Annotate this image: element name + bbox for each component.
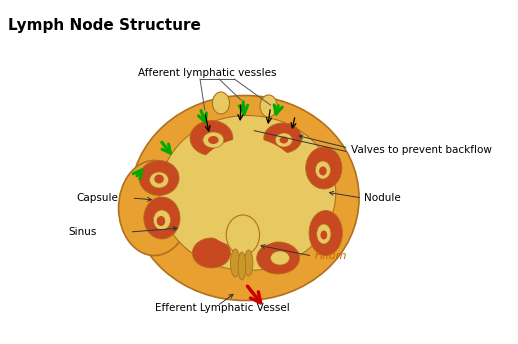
Ellipse shape	[266, 213, 290, 237]
Text: Sinus: Sinus	[68, 227, 97, 237]
Ellipse shape	[280, 137, 288, 143]
Ellipse shape	[196, 173, 213, 213]
Text: Afferent lymphatic vessles: Afferent lymphatic vessles	[138, 68, 277, 78]
Ellipse shape	[207, 150, 228, 172]
Ellipse shape	[208, 136, 219, 144]
Ellipse shape	[154, 174, 164, 183]
Ellipse shape	[264, 123, 302, 153]
Ellipse shape	[160, 116, 336, 270]
Ellipse shape	[284, 175, 297, 211]
Text: Valves to prevent backflow: Valves to prevent backflow	[351, 145, 492, 155]
Ellipse shape	[321, 230, 327, 239]
Ellipse shape	[270, 251, 290, 265]
Text: Nodule: Nodule	[364, 193, 400, 203]
Ellipse shape	[119, 161, 190, 256]
Ellipse shape	[244, 250, 253, 276]
Ellipse shape	[150, 172, 168, 188]
Ellipse shape	[260, 95, 277, 117]
Ellipse shape	[226, 215, 260, 255]
Ellipse shape	[268, 151, 287, 171]
Ellipse shape	[131, 96, 359, 301]
Ellipse shape	[207, 214, 228, 236]
Ellipse shape	[231, 249, 240, 277]
Ellipse shape	[306, 147, 342, 189]
Ellipse shape	[309, 211, 342, 256]
Ellipse shape	[203, 132, 224, 148]
Ellipse shape	[319, 166, 327, 175]
Ellipse shape	[153, 210, 170, 230]
Ellipse shape	[156, 216, 165, 226]
Ellipse shape	[139, 161, 179, 195]
Ellipse shape	[191, 138, 305, 248]
Ellipse shape	[212, 92, 229, 114]
Ellipse shape	[236, 137, 260, 159]
Ellipse shape	[144, 197, 180, 239]
Ellipse shape	[231, 229, 264, 247]
Text: Efferent Lymphatic Vessel: Efferent Lymphatic Vessel	[155, 303, 290, 313]
Ellipse shape	[238, 252, 246, 280]
Text: Capsule: Capsule	[76, 193, 118, 203]
Ellipse shape	[190, 120, 233, 155]
Text: Hilum: Hilum	[314, 251, 347, 261]
Ellipse shape	[275, 133, 292, 147]
Text: Lymph Node Structure: Lymph Node Structure	[8, 18, 200, 33]
Ellipse shape	[192, 238, 231, 268]
Ellipse shape	[315, 161, 330, 179]
Ellipse shape	[316, 224, 331, 244]
Ellipse shape	[257, 242, 299, 274]
